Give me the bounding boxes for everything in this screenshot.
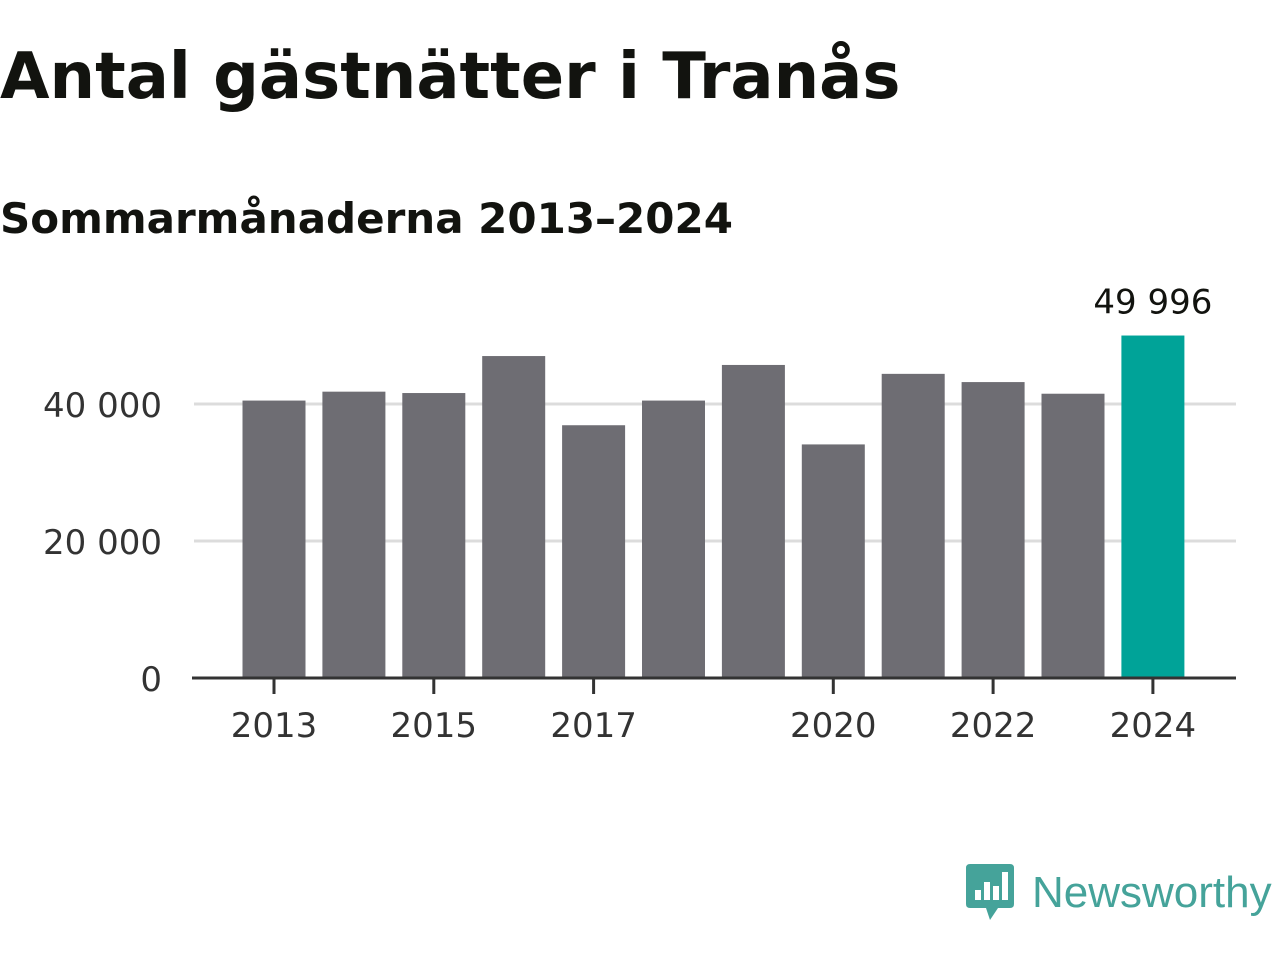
newsworthy-logo-icon bbox=[966, 864, 1014, 920]
bar-2023 bbox=[1041, 393, 1105, 678]
bar-2018 bbox=[642, 400, 705, 678]
y-tick-label: 20 000 bbox=[43, 523, 162, 563]
x-tick-label: 2024 bbox=[1110, 706, 1197, 746]
data-label: 49 996 bbox=[1093, 283, 1212, 323]
x-axis-ticks: 2013 2015 2017 2020 2022 2024 bbox=[231, 678, 1196, 746]
chart-title: Antal gästnätter i Tranås bbox=[0, 40, 901, 114]
bar-2020 bbox=[801, 444, 865, 678]
bar-2015 bbox=[402, 393, 466, 678]
bar-2019 bbox=[721, 364, 785, 678]
bar-chart: 0 20 000 40 000 2013 2015 2017 2020 2022 2024 4… bbox=[43, 283, 1236, 746]
data-labels: 49 996 bbox=[1093, 283, 1212, 323]
bar-2021 bbox=[881, 373, 945, 678]
bar-2017 bbox=[562, 425, 626, 678]
newsworthy-logo-text: Newsworthy bbox=[1032, 868, 1272, 917]
bar-2013 bbox=[242, 400, 306, 678]
y-tick-label: 0 bbox=[140, 660, 162, 700]
chart-subtitle: Sommarmånaderna 2013–2024 bbox=[0, 194, 733, 243]
newsworthy-logo: Newsworthy bbox=[964, 862, 1272, 924]
x-tick-label: 2022 bbox=[950, 706, 1037, 746]
bar-2024 bbox=[1121, 335, 1185, 678]
bar-2014 bbox=[322, 391, 386, 678]
bar-2016 bbox=[482, 356, 546, 678]
bars bbox=[242, 335, 1185, 678]
x-tick-label: 2020 bbox=[790, 706, 877, 746]
y-axis-ticks: 0 20 000 40 000 bbox=[43, 386, 162, 700]
x-tick-label: 2015 bbox=[391, 706, 478, 746]
y-tick-label: 40 000 bbox=[43, 386, 162, 426]
x-tick-label: 2017 bbox=[550, 706, 637, 746]
bar-2022 bbox=[961, 382, 1025, 678]
x-tick-label: 2013 bbox=[231, 706, 318, 746]
